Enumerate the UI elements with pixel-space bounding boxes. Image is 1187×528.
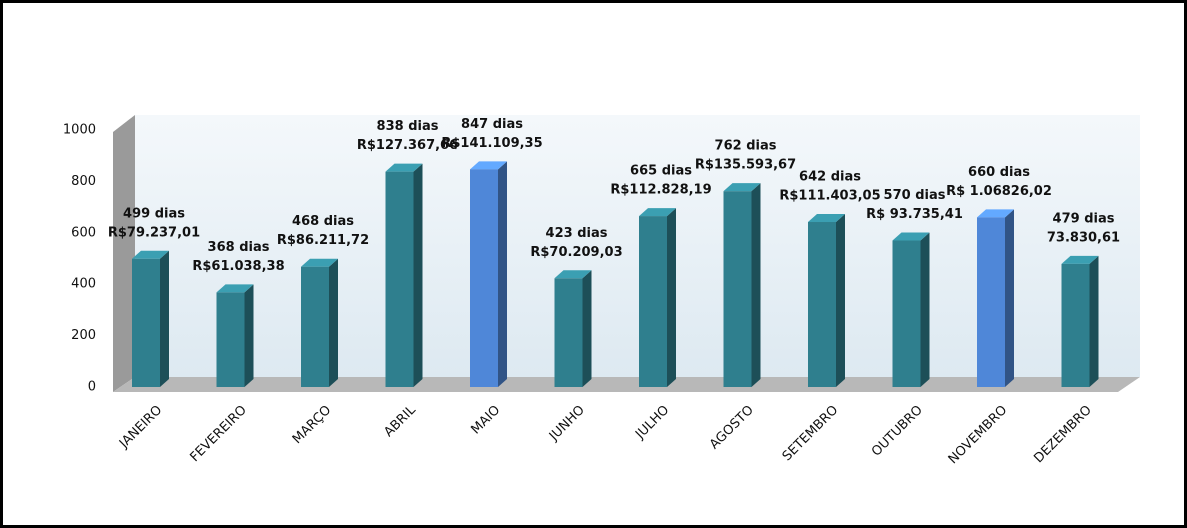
bar-top xyxy=(808,214,845,223)
value-label: 570 dias xyxy=(884,188,946,203)
value-label: 838 dias xyxy=(377,119,439,134)
bar xyxy=(723,191,752,387)
amount-label: R$61.038,38 xyxy=(192,259,284,274)
bar-top xyxy=(301,258,338,267)
bar-top xyxy=(554,270,592,279)
value-label: 660 dias xyxy=(968,165,1030,180)
value-label: 368 dias xyxy=(208,240,270,255)
bar-top xyxy=(1061,255,1099,264)
amount-label: R$112.828,19 xyxy=(610,183,711,198)
amount-label: R$135.593,67 xyxy=(695,158,796,173)
bar-top xyxy=(723,183,761,192)
value-label: 847 dias xyxy=(461,117,523,132)
bar-top xyxy=(892,232,930,241)
amount-label: 73.830,61 xyxy=(1047,230,1120,245)
bar xyxy=(639,216,667,387)
y-tick-label: 600 xyxy=(71,225,96,240)
bar xyxy=(385,171,414,387)
bar-side xyxy=(498,161,507,387)
amount-label: R$86.211,72 xyxy=(277,233,369,248)
bar-side xyxy=(667,208,676,387)
amount-label: R$141.109,35 xyxy=(441,136,542,151)
bar-side xyxy=(329,258,338,387)
value-label: 762 dias xyxy=(715,139,777,154)
amount-label: R$ 1.06826,02 xyxy=(946,184,1052,199)
bar xyxy=(554,278,583,387)
bar-side xyxy=(1089,255,1099,387)
amount-label: R$111.403,05 xyxy=(779,189,880,204)
y-tick-label: 400 xyxy=(71,277,96,292)
bar xyxy=(977,217,1005,387)
bar-top xyxy=(470,161,507,170)
bar-side xyxy=(1005,209,1014,387)
amount-label: R$127.367,66 xyxy=(357,138,458,153)
bar-top xyxy=(132,250,169,259)
bar xyxy=(470,169,498,387)
floor xyxy=(113,377,1140,392)
side-wall xyxy=(113,115,135,392)
y-tick-label: 800 xyxy=(71,174,96,189)
bar xyxy=(216,292,245,387)
amount-label: R$79.237,01 xyxy=(108,225,200,240)
amount-label: R$70.209,03 xyxy=(530,245,622,260)
bar xyxy=(132,258,160,387)
y-tick-label: 1000 xyxy=(63,123,96,138)
value-label: 468 dias xyxy=(292,214,354,229)
bar xyxy=(1061,263,1090,387)
amount-label: R$ 93.735,41 xyxy=(866,207,963,222)
bar xyxy=(808,222,836,387)
bar-side xyxy=(160,250,169,387)
bar-side xyxy=(751,183,761,387)
bar-top xyxy=(977,209,1014,218)
bar-side xyxy=(920,232,930,387)
bar-side xyxy=(244,284,254,387)
value-label: 642 dias xyxy=(799,170,861,185)
bar xyxy=(301,266,329,387)
value-label: 665 dias xyxy=(630,164,692,179)
bar-top xyxy=(385,163,423,172)
y-tick-label: 0 xyxy=(88,380,96,395)
bar-top xyxy=(216,284,254,293)
bar-side xyxy=(413,163,423,387)
value-label: 499 dias xyxy=(123,206,185,221)
value-label: 479 dias xyxy=(1053,211,1115,226)
value-label: 423 dias xyxy=(546,226,608,241)
bar-top xyxy=(639,208,676,217)
bar xyxy=(892,240,921,387)
bar-side xyxy=(582,270,592,387)
y-tick-label: 200 xyxy=(71,328,96,343)
bar-side xyxy=(836,214,845,387)
